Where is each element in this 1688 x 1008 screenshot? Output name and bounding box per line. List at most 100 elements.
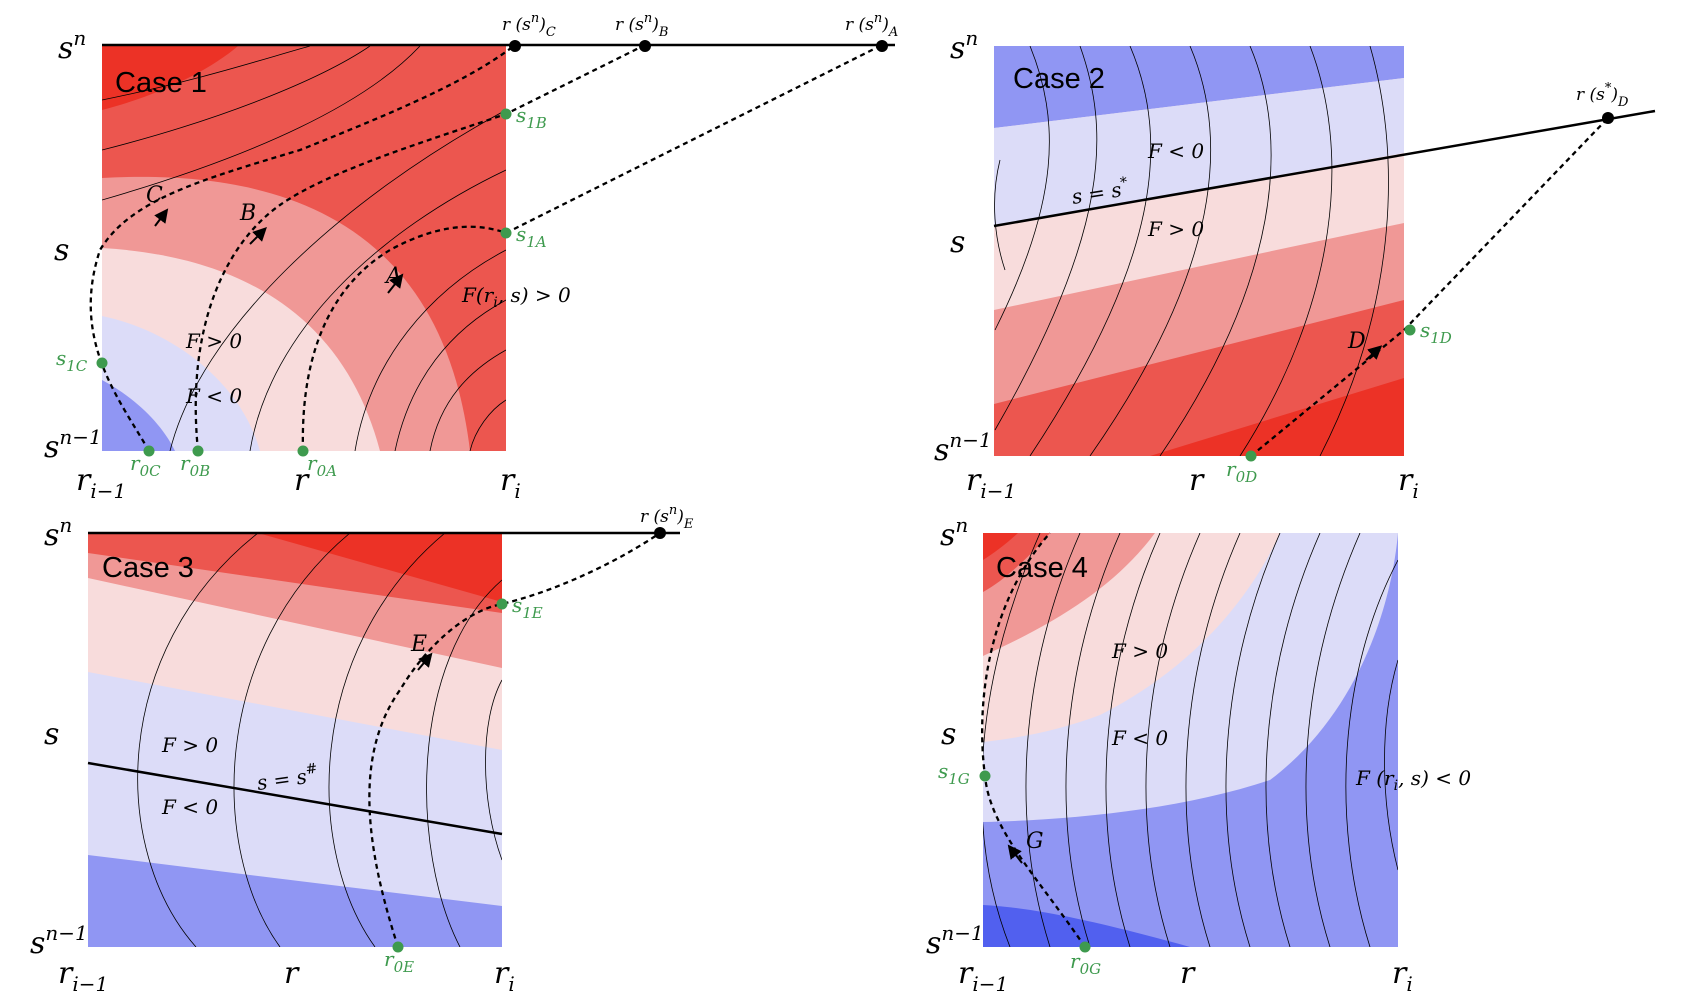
case1-band-red-dark (102, 46, 238, 110)
panel-case-4: Case 4 sn s sn−1 ri−1 r ri F > 0 F < 0 F… (926, 513, 1471, 996)
case1-x-mid-label: r (294, 463, 310, 498)
case3-label-s1e: s1E (512, 593, 543, 622)
case2-path-label-d: D (1347, 329, 1366, 354)
case1-path-label-b: B (239, 201, 256, 226)
case1-label-r0a: r0A (307, 451, 337, 480)
case3-region-f-positive: F > 0 (161, 733, 218, 757)
case4-label-r0g: r0G (1070, 949, 1101, 978)
case1-region-f-positive: F > 0 (185, 329, 242, 353)
case1-point-rsn-a (876, 40, 888, 52)
case1-point-s1a (500, 227, 512, 239)
case1-point-s1c (96, 357, 108, 369)
panel-case-3: Case 3 sn s sn−1 ri−1 r ri F > 0 s = s# … (30, 503, 694, 996)
case1-point-s1b (500, 108, 512, 120)
case1-point-r0b (192, 445, 204, 457)
case3-x-mid-label: r (284, 956, 300, 991)
case3-arrow-e (417, 652, 433, 671)
case3-label-rsn-e: r (sn)E (640, 503, 694, 532)
case3-band-red-dark (258, 533, 502, 602)
case4-region-f-negative: F < 0 (1111, 726, 1168, 750)
case4-x-right-label: ri (1392, 956, 1413, 996)
case1-level-curves (102, 46, 506, 451)
panel-case-1: Case 1 sn s sn−1 ri−1 r ri F > 0 F < 0 F… (44, 11, 898, 503)
case3-point-r0e (392, 941, 404, 953)
case2-label-r0d: r0D (1226, 457, 1257, 486)
case1-point-rsn-b (639, 40, 651, 52)
case1-label-rsn-a: r (sn)A (845, 11, 898, 40)
case3-y-bottom-label: sn−1 (30, 921, 88, 961)
case1-region-f-negative: F < 0 (185, 384, 242, 408)
case2-point-r0d (1245, 450, 1257, 462)
trajectory-b (194, 43, 646, 452)
case1-band-blue-mid (102, 380, 175, 451)
trajectory-c (89, 44, 516, 452)
case4-point-s1g (979, 770, 991, 782)
case1-label-s1c: s1C (56, 346, 88, 375)
case3-point-rsn-e (654, 527, 666, 539)
case1-point-rsn-c (509, 40, 521, 52)
case2-band-red-dark (1150, 378, 1404, 456)
case2-point-s1d (1404, 324, 1416, 336)
case1-y-bottom-label: sn−1 (44, 425, 102, 465)
case1-path-label-c: C (146, 183, 163, 208)
case3-path-label-e: E (410, 632, 427, 657)
case3-label-r0e: r0E (384, 947, 414, 976)
case1-label-s1a: s1A (516, 222, 547, 251)
case2-title: Case 2 (1013, 63, 1105, 95)
case1-arrow-c (154, 208, 169, 227)
case3-x-right-label: ri (494, 956, 515, 996)
case1-path-label-a: A (384, 264, 402, 289)
case4-level-curves (983, 533, 1398, 947)
case1-y-top-label: sn (58, 26, 86, 66)
case3-s-hash-line (87, 761, 503, 836)
case2-y-top-label: sn (950, 26, 978, 66)
case1-trajectories (89, 43, 883, 452)
case3-y-mid-label: s (44, 717, 59, 752)
trajectory-d (1250, 117, 1609, 457)
case1-title: Case 1 (115, 67, 207, 99)
case4-path-label-g: G (1026, 829, 1044, 854)
case2-band-blue-light (994, 78, 1404, 226)
case1-label-r0c: r0C (130, 451, 161, 480)
case4-y-bottom-label: sn−1 (926, 921, 984, 961)
case2-x-right-label: ri (1398, 463, 1419, 503)
case4-band-red-dark (983, 533, 1018, 560)
case3-y-top-label: sn (44, 513, 72, 553)
panel-case-2: Case 2 sn s sn−1 ri−1 r ri F < 0 s = s* … (934, 26, 1656, 503)
case2-level-curves (994, 46, 1389, 456)
case2-label-s1d: s1D (1420, 318, 1452, 347)
case4-contour-field (983, 533, 1398, 947)
trajectory-e (368, 532, 661, 948)
case2-point-rs-star-d (1602, 112, 1614, 124)
case1-point-r0c (143, 445, 155, 457)
case2-label-rs-star-d: r (s*)D (1576, 81, 1629, 110)
case3-region-f-negative: F < 0 (161, 795, 218, 819)
case4-x-left-label: ri−1 (958, 956, 1008, 996)
case4-arrow-g (1007, 844, 1023, 864)
case2-y-mid-label: s (950, 225, 965, 260)
case1-label-r0b: r0B (180, 451, 210, 480)
case1-region-fri: F(ri, s) > 0 (461, 283, 571, 311)
case2-band-blue-mid (994, 46, 1404, 128)
case3-band-blue-mid (88, 855, 502, 947)
case1-contour-field (102, 46, 506, 451)
case1-x-left-label: ri−1 (76, 463, 126, 503)
case1-arrow-b (249, 227, 267, 245)
case1-x-right-label: ri (500, 463, 521, 503)
case4-band-red-light (983, 533, 1155, 656)
case2-y-bottom-label: sn−1 (934, 428, 992, 468)
trajectory-a (301, 43, 883, 452)
case3-level-curves (137, 533, 502, 947)
case1-label-rsn-b: r (sn)B (615, 11, 668, 40)
case4-y-mid-label: s (941, 717, 956, 752)
case2-region-f-positive: F > 0 (1147, 217, 1204, 241)
case3-point-s1e (496, 598, 508, 610)
case2-contour-field (994, 46, 1404, 456)
case1-y-mid-label: s (54, 233, 69, 268)
case2-x-left-label: ri−1 (966, 463, 1016, 503)
case3-title: Case 3 (102, 552, 194, 584)
case1-arrow-a (387, 273, 404, 294)
case4-label-s1g: s1G (938, 759, 970, 788)
case3-x-left-label: ri−1 (58, 956, 108, 996)
